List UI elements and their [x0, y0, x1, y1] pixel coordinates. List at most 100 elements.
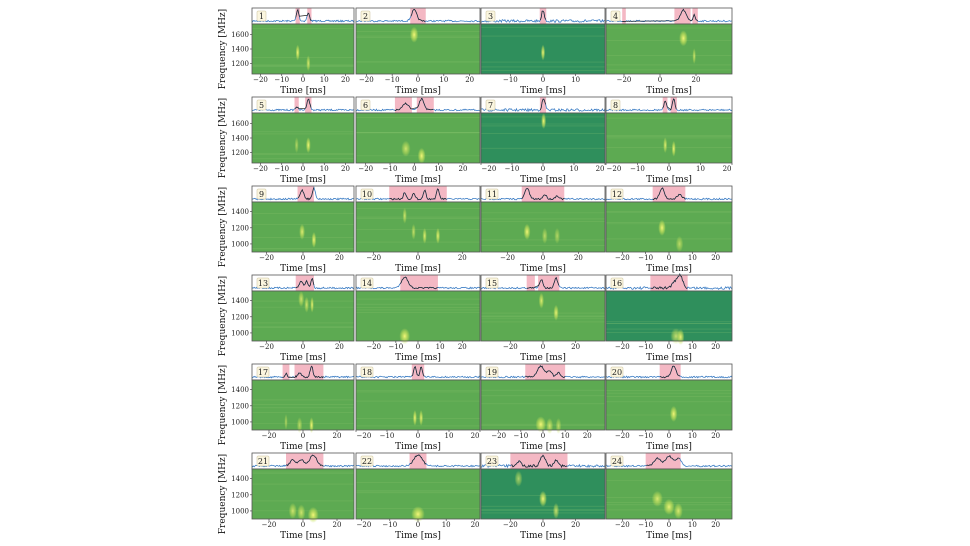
x-tick-label: 0 [412, 165, 416, 173]
burst-profile [521, 188, 565, 201]
panel-3: 3 −10 0 10 Time [ms] [480, 7, 606, 96]
x-tick-label: 0 [667, 254, 671, 262]
x-axis-label: Time [ms] [280, 531, 326, 541]
burst-window [282, 364, 290, 380]
burst-emission [554, 227, 561, 244]
burst-emission [675, 235, 684, 252]
panel-label-box [610, 366, 624, 378]
burst-emission [294, 137, 299, 154]
x-tick-label: 20 [711, 432, 720, 440]
panel-label-box [485, 10, 496, 22]
x-tick-label: 0 [541, 343, 545, 351]
x-tick-label: 10 [436, 343, 445, 351]
panel-23: 23 −20 0 20 Time [ms] [480, 452, 606, 541]
x-tick-label: −20 [503, 343, 518, 351]
x-tick-label: 0 [416, 521, 420, 529]
burst-emission [676, 329, 685, 345]
x-tick-label: 20 [583, 432, 592, 440]
panel-label-box [256, 277, 270, 289]
pulse-profile [605, 98, 733, 112]
x-tick-label: 10 [442, 521, 451, 529]
panel-5: 5 −20 −10 0 10 20 Time [ms] 1200 1400 1600Frequen… [218, 96, 355, 185]
panel-number: 23 [487, 457, 497, 466]
x-tick-label: 20 [711, 254, 720, 262]
x-tick-label: −20 [615, 432, 630, 440]
x-axis-label: Time [ms] [395, 86, 441, 96]
x-tick-label: 10 [570, 165, 579, 173]
profile-bg [252, 97, 354, 113]
x-tick-label: −10 [383, 165, 398, 173]
burst-emission [651, 490, 663, 507]
x-tick-label: −20 [357, 432, 372, 440]
panel-number: 5 [259, 101, 264, 110]
burst-window [525, 364, 566, 380]
panel-19: 19 −20 −10 0 10 20 Time [ms] [480, 363, 606, 452]
burst-emission [307, 506, 319, 523]
y-tick-label: 1200 [231, 313, 249, 321]
panel-label-box [360, 99, 371, 111]
x-tick-label: 20 [333, 521, 342, 529]
burst-profile [389, 188, 447, 201]
panel-label-box [360, 10, 371, 22]
burst-window [294, 364, 324, 380]
dynamic-spectrum [606, 380, 732, 430]
burst-profile [540, 10, 546, 21]
burst-profile [294, 98, 312, 109]
panel-number: 8 [613, 101, 618, 110]
y-tick-label: 1400 [231, 297, 249, 305]
burst-emission [411, 506, 425, 523]
x-tick-label: 0 [658, 76, 662, 84]
y-tick-label: 1400 [231, 386, 249, 394]
burst-window [286, 453, 324, 469]
panel-label-box [360, 188, 374, 200]
x-axis-label: Time [ms] [280, 264, 326, 274]
x-tick-label: −10 [274, 165, 289, 173]
spectrum-frame [355, 112, 481, 164]
panel-number: 1 [259, 12, 264, 21]
panel-number: 10 [362, 190, 372, 199]
x-tick-label: 20 [574, 254, 583, 262]
burst-emission [412, 409, 417, 426]
panel-label-box [256, 99, 267, 111]
panel-number: 11 [487, 190, 497, 199]
x-axis-label: Time [ms] [280, 86, 326, 96]
x-tick-label: 10 [688, 254, 697, 262]
burst-window [295, 8, 300, 24]
pulse-profile [251, 8, 355, 23]
burst-emission [671, 140, 676, 157]
panel-18: 18 −20 −10 0 10 20 Time [ms] [355, 363, 481, 452]
panel-number: 7 [488, 101, 493, 110]
profile-bg [606, 97, 732, 113]
x-tick-label: 0 [301, 521, 305, 529]
burst-profile [400, 276, 438, 290]
x-axis-label: Time [ms] [646, 531, 692, 541]
x-axis-label: Time [ms] [520, 442, 566, 452]
panel-label-box [610, 277, 624, 289]
y-tick-label: 1000 [231, 240, 249, 248]
panel-22: 22 −20 −10 0 10 20 Time [ms] [355, 452, 481, 541]
x-tick-label: 20 [471, 432, 480, 440]
panel-number: 18 [362, 368, 372, 377]
x-axis-label: Time [ms] [395, 175, 441, 185]
burst-emission [422, 227, 427, 244]
y-axis-label: Frequency [MHz] [218, 187, 228, 267]
burst-window [410, 8, 426, 24]
burst-emission [538, 292, 544, 309]
y-axis-label: Frequency [MHz] [218, 98, 228, 178]
x-tick-label: −20 [357, 521, 372, 529]
dynamic-spectrum [606, 24, 732, 74]
y-tick-label: 1400 [231, 46, 249, 54]
panel-label-box [610, 455, 624, 467]
x-tick-label: 10 [688, 432, 697, 440]
burst-window [538, 275, 560, 291]
x-axis-label: Time [ms] [646, 264, 692, 274]
burst-emission [535, 416, 547, 433]
x-tick-label: 20 [596, 165, 605, 173]
burst-emission [310, 296, 314, 313]
burst-profile [511, 454, 568, 469]
x-tick-label: 20 [335, 254, 344, 262]
panel-number: 14 [362, 279, 372, 288]
x-axis-label: Time [ms] [280, 353, 326, 363]
y-axis-label: Frequency [MHz] [218, 365, 228, 445]
